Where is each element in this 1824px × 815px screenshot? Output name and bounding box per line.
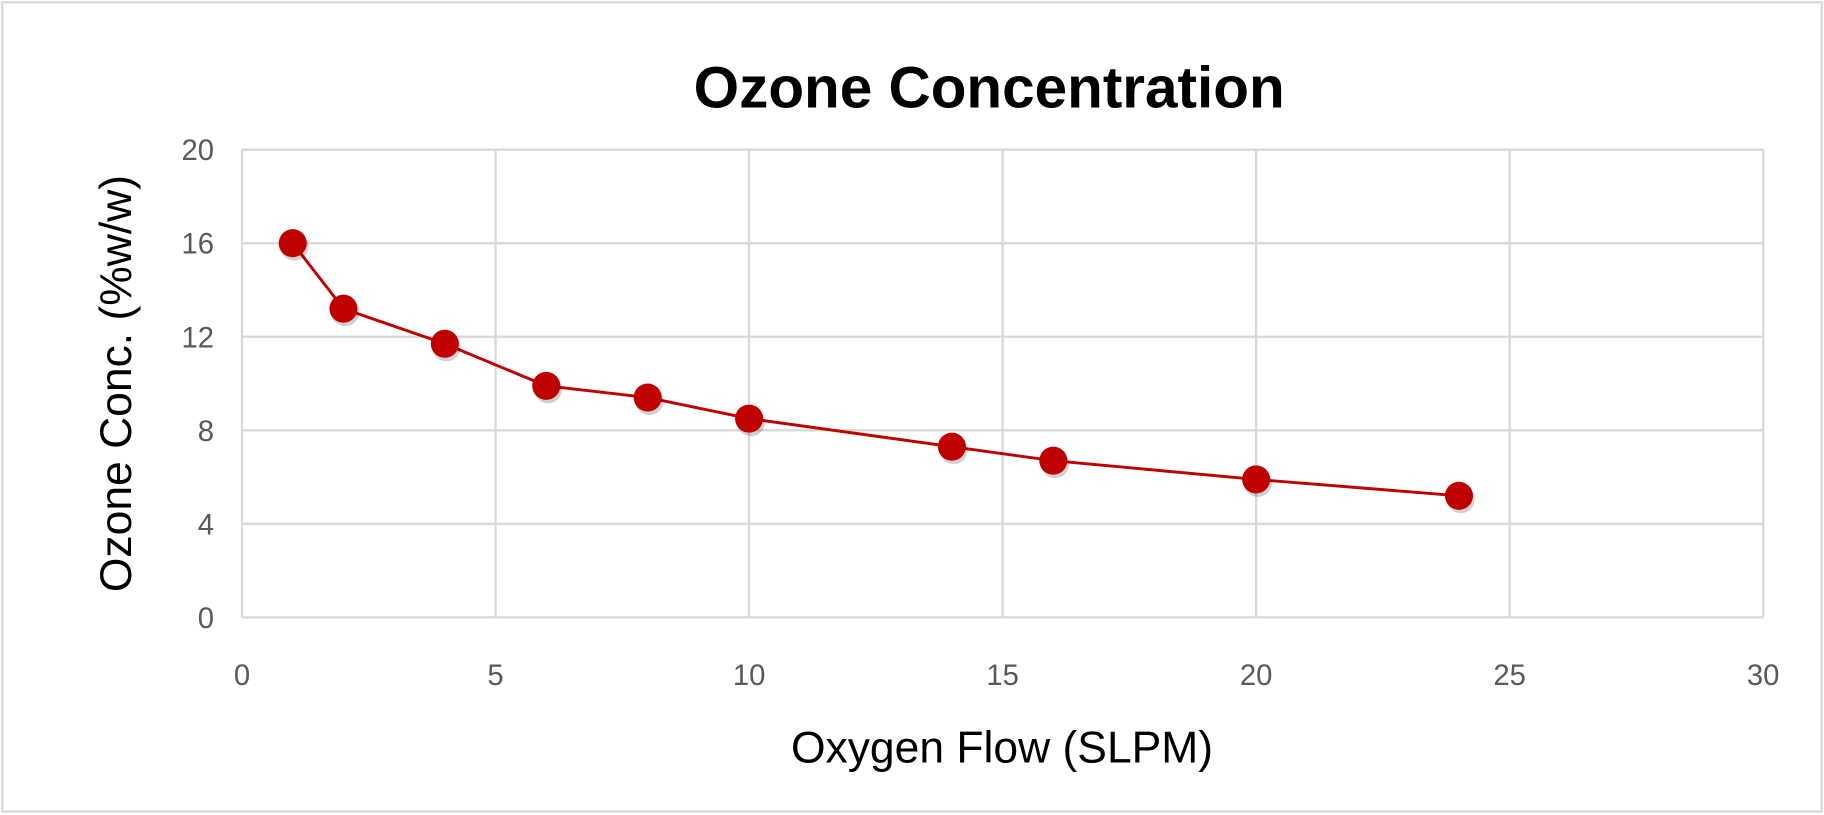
data-point [937,432,966,461]
data-point [633,383,662,412]
y-tick-label: 0 [198,603,214,635]
x-tick-label: 5 [487,660,503,692]
data-point [278,229,307,258]
data-point [430,329,459,358]
y-tick-label: 4 [198,509,214,541]
x-axis-label: Oxygen Flow (SLPM) [791,723,1213,772]
x-tick-label: 30 [1747,660,1780,692]
y-tick-label: 20 [181,135,214,167]
y-axis-label: Ozone Conc. (%w/w) [92,175,141,592]
data-point [532,371,561,400]
gridlines [240,148,1765,619]
data-point [1039,446,1068,475]
y-tick-label: 16 [181,229,214,261]
chart-title: Ozone Concentration [694,56,1285,121]
series-line [291,242,1460,498]
x-tick-label: 25 [1493,660,1526,692]
data-point [735,404,764,433]
x-tick-label: 0 [234,660,250,692]
y-tick-label: 8 [198,416,214,448]
series [278,229,1475,514]
data-point [329,294,358,323]
x-tick-label: 10 [733,660,766,692]
tick-labels: 0 4 8 12 16 20 0 5 10 15 20 25 30 [181,135,1779,692]
x-tick-label: 15 [986,660,1019,692]
data-point [1242,465,1271,494]
data-point [1444,481,1473,510]
x-tick-label: 20 [1240,660,1273,692]
y-tick-label: 12 [181,322,214,354]
